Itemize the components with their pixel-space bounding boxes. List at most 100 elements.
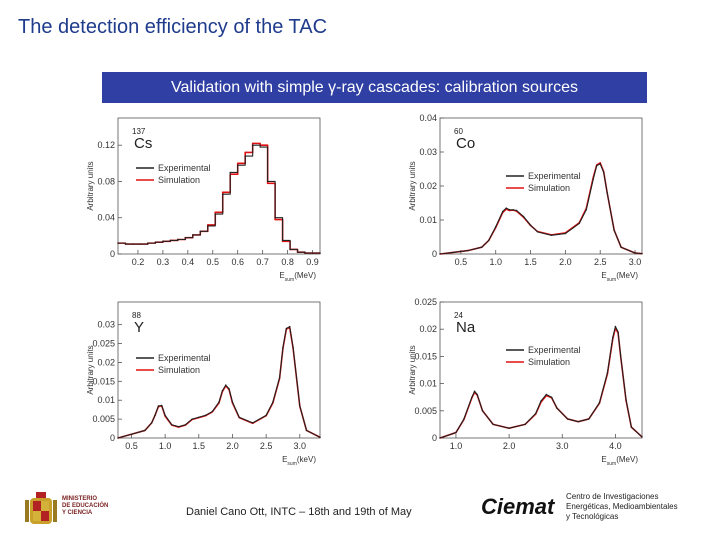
data-point-experimental	[177, 425, 180, 428]
x-tick-label: 2.0	[226, 441, 239, 451]
data-point-experimental	[266, 180, 269, 183]
series-line-experimental	[118, 144, 320, 254]
data-point-experimental	[265, 414, 267, 417]
x-axis-title-main: E	[601, 271, 606, 280]
data-point-experimental	[229, 171, 231, 174]
data-point-experimental	[577, 420, 579, 423]
data-point-experimental	[272, 401, 274, 403]
data-point-experimental	[162, 240, 164, 243]
plot-frame	[439, 117, 643, 255]
data-point-experimental	[147, 242, 149, 244]
ciemat-line-3: y Tecnológicas	[566, 512, 619, 521]
data-point-experimental	[529, 224, 532, 226]
data-point-experimental	[614, 325, 617, 328]
x-tick-label: 3.0	[629, 257, 642, 267]
x-tick-label: 0.4	[182, 257, 195, 267]
x-axis-title: Esum(MeV)	[601, 455, 638, 467]
x-tick-label: 0.5	[455, 257, 468, 267]
data-point-experimental	[505, 207, 507, 209]
data-point-experimental	[641, 252, 643, 255]
y-tick-label: 0.015	[92, 376, 115, 386]
data-point-experimental	[613, 229, 615, 231]
slide-title: The detection efficiency of the TAC	[18, 16, 328, 38]
x-axis-title-sub: sum	[607, 277, 616, 283]
y-tick-label: 0.01	[97, 395, 115, 405]
data-point-experimental	[641, 436, 643, 438]
data-point-experimental	[620, 355, 622, 358]
isotope-symbol-label: Co	[456, 135, 475, 152]
x-axis-title: Esum(MeV)	[601, 271, 638, 283]
y-axis-title: Arbitrary units	[408, 345, 417, 394]
data-point-experimental	[467, 249, 469, 252]
ciemat-description: Centro de Investigaciones Energéticas, M…	[566, 492, 716, 522]
x-tick-label: 2.5	[594, 257, 607, 267]
data-point-experimental	[207, 225, 209, 227]
data-point-experimental	[473, 390, 476, 392]
data-point-experimental	[598, 401, 601, 404]
x-tick-label: 2.0	[503, 441, 516, 451]
x-tick-label: 1.0	[450, 441, 463, 451]
data-point-experimental	[274, 217, 276, 219]
data-point-experimental	[292, 346, 294, 349]
ministry-line-1: MINISTERIO	[62, 496, 98, 502]
y-tick-label: 0.005	[414, 406, 437, 416]
data-point-experimental	[244, 155, 246, 157]
footer-author: Daniel Cano Ott, INTC – 18th and 19th of…	[186, 506, 412, 518]
x-tick-label: 1.5	[193, 441, 206, 451]
data-point-experimental	[228, 388, 230, 390]
data-point-experimental	[592, 178, 594, 180]
data-point-experimental	[617, 331, 619, 333]
cs137-spectrum-chart: 0 0.04 0.08 0.12 0.2 0.3 0.4 0.5 0.6 0.7 0.8 0.9 Arb…	[82, 112, 328, 284]
data-point-experimental	[169, 239, 172, 242]
data-point-experimental	[191, 418, 193, 420]
data-point-experimental	[512, 209, 514, 211]
data-point-experimental	[545, 393, 548, 396]
ciemat-logo: Ciemat	[481, 494, 555, 519]
y-tick-label: 0.12	[97, 140, 115, 150]
x-tick-label: 0.5	[207, 257, 220, 267]
y-tick-label: 0.025	[414, 297, 437, 307]
data-point-experimental	[285, 327, 288, 330]
y-tick-label: 0.03	[419, 147, 437, 157]
x-axis-title-unit: (keV)	[297, 455, 316, 464]
data-point-experimental	[198, 416, 200, 418]
data-point-experimental	[221, 390, 224, 392]
data-point-simulation	[266, 182, 269, 184]
x-tick-label: 1.0	[159, 441, 172, 451]
y-tick-label: 0.025	[92, 339, 115, 349]
y-tick-label: 0.005	[92, 414, 115, 424]
data-point-experimental	[192, 234, 194, 236]
data-point-simulation	[274, 218, 276, 221]
co60-chart-svg: 0 0.01 0.02 0.03 0.04 0.5 1.0 1.5 2.0 2.5 3.0 Arbit…	[408, 113, 643, 283]
data-point-experimental	[150, 422, 153, 424]
x-axis-title: Esum(keV)	[282, 455, 316, 467]
data-point-experimental	[578, 222, 581, 225]
data-point-experimental	[508, 209, 511, 211]
y-tick-label: 0.01	[419, 215, 437, 225]
data-point-experimental	[199, 230, 201, 233]
ciemat-line-2: Energéticas, Medioambientales	[566, 502, 678, 511]
data-point-experimental	[211, 410, 213, 413]
data-point-experimental	[455, 431, 457, 434]
data-point-experimental	[463, 418, 465, 420]
cs137-chart-svg: 0 0.04 0.08 0.12 0.2 0.3 0.4 0.5 0.6 0.7 0.8 0.9 Arb…	[86, 117, 321, 283]
x-axis-title-unit: (MeV)	[294, 271, 316, 280]
data-point-experimental	[144, 429, 146, 432]
legend-entry: Experimental	[158, 163, 211, 173]
isotope-symbol-label: Cs	[134, 135, 152, 152]
data-point-simulation	[222, 191, 224, 194]
data-point-experimental	[278, 376, 281, 379]
x-tick-label: 1.5	[524, 257, 537, 267]
x-tick-label: 0.5	[125, 441, 138, 451]
x-tick-label: 3.0	[294, 441, 307, 451]
y-tick-label: 0	[432, 249, 437, 259]
data-point-experimental	[319, 436, 321, 438]
data-point-experimental	[630, 426, 633, 428]
data-point-experimental	[522, 215, 525, 218]
legend-entry: Experimental	[528, 171, 581, 181]
data-point-experimental	[564, 232, 567, 235]
x-axis-title-sub: sum	[607, 461, 616, 467]
data-point-experimental	[218, 401, 220, 403]
data-point-experimental	[154, 414, 156, 417]
data-point-experimental	[501, 210, 504, 213]
